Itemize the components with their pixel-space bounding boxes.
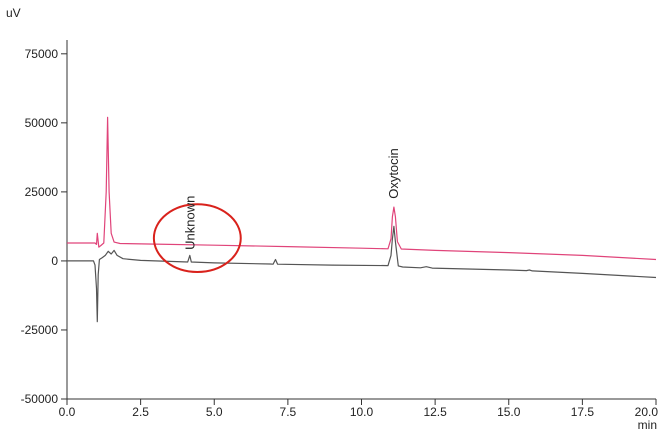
x-tick-label: 2.5 xyxy=(132,405,149,419)
y-tick-label: 25000 xyxy=(25,185,59,199)
annotation-layer: Unknown Oxytocin xyxy=(152,148,401,273)
peak-label-unknown: Unknown xyxy=(183,196,198,250)
x-tick-label: 0.0 xyxy=(59,405,76,419)
y-axis-unit-label: uV xyxy=(6,6,21,20)
x-tick-label: 12.5 xyxy=(423,405,447,419)
y-tick-label: 0 xyxy=(51,254,58,268)
highlight-ellipse xyxy=(152,203,242,273)
y-axis-ticks: 75000 50000 25000 0 -25000 -50000 xyxy=(21,47,67,406)
x-tick-label: 7.5 xyxy=(280,405,297,419)
x-tick-label: 20.0 xyxy=(635,405,659,419)
x-tick-label: 10.0 xyxy=(350,405,374,419)
y-tick-label: 50000 xyxy=(25,116,59,130)
series-layer xyxy=(67,116,657,323)
series-line-1 xyxy=(67,116,657,261)
x-axis-unit-label: min xyxy=(638,418,657,432)
x-axis-ticks: 0.0 2.5 5.0 7.5 10.0 12.5 15.0 17.5 20.0 xyxy=(59,399,659,419)
x-tick-label: 15.0 xyxy=(497,405,521,419)
series-line-2 xyxy=(67,225,657,323)
y-tick-label: -50000 xyxy=(21,392,59,406)
x-tick-label: 5.0 xyxy=(206,405,223,419)
y-tick-label: 75000 xyxy=(25,47,59,61)
peak-label-oxytocin: Oxytocin xyxy=(386,148,401,199)
x-tick-label: 17.5 xyxy=(571,405,595,419)
y-tick-label: -25000 xyxy=(21,323,59,337)
